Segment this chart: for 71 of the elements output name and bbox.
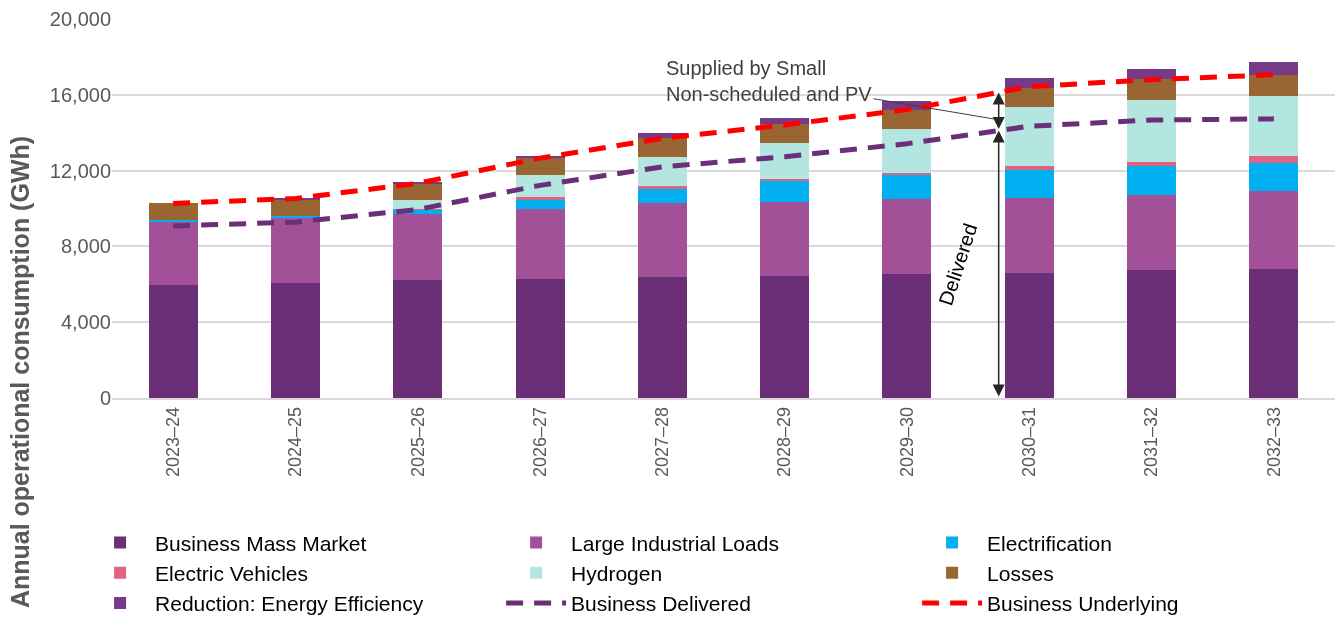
x-tick-label: 2025–26	[407, 406, 428, 478]
legend-label: Large Industrial Loads	[571, 531, 779, 555]
bar	[1127, 270, 1177, 398]
bar	[637, 203, 687, 278]
legend-label: Business Underlying	[987, 592, 1179, 616]
bar	[1127, 79, 1177, 101]
bar	[1127, 195, 1177, 271]
legend-label: Business Mass Market	[155, 531, 367, 555]
bar	[1249, 156, 1299, 163]
bar	[1249, 62, 1299, 75]
x-tick-label: 2028–29	[774, 406, 795, 478]
bar	[637, 277, 687, 398]
bar	[1004, 169, 1054, 198]
bar	[1127, 161, 1177, 166]
y-tick-label: 4,000	[60, 311, 111, 334]
bar	[760, 275, 810, 398]
bar	[1249, 162, 1299, 192]
bar	[1004, 272, 1054, 398]
bar	[270, 199, 320, 216]
bar	[760, 201, 810, 276]
bar	[637, 186, 687, 189]
legend-label: Electrification	[987, 531, 1112, 555]
bar	[393, 279, 443, 398]
legend-label: Electric Vehicles	[155, 561, 308, 585]
bar	[1249, 268, 1299, 398]
legend-label: Losses	[987, 561, 1054, 585]
bar	[1004, 197, 1054, 273]
x-tick-label: 2031–32	[1141, 406, 1162, 478]
bar	[760, 180, 810, 202]
y-tick-label: 0	[99, 387, 111, 409]
bar	[270, 217, 320, 283]
bar	[393, 214, 443, 280]
y-tick-label: 20,000	[49, 8, 111, 30]
x-tick-label: 2030–31	[1019, 406, 1040, 478]
y-tick-label: 8,000	[60, 235, 111, 258]
bar	[1127, 165, 1177, 196]
y-tick-label: 16,000	[49, 83, 111, 106]
bar	[637, 188, 687, 203]
bar	[1249, 74, 1299, 96]
x-tick-label: 2026–27	[529, 406, 550, 478]
bar	[882, 199, 932, 275]
x-tick-label: 2023–24	[163, 406, 183, 478]
bar	[882, 174, 932, 200]
bar	[515, 278, 565, 398]
bar	[148, 285, 198, 398]
x-tick-label: 2032–33	[1263, 406, 1284, 478]
annotation: Supplied by Small Non-scheduled and PV	[666, 57, 873, 105]
bar	[270, 282, 320, 398]
x-tick-label: 2027–28	[652, 406, 673, 478]
bar	[1127, 100, 1177, 162]
bar	[148, 221, 198, 286]
y-axis-title: Annual operational consumption (GWh)	[6, 135, 35, 609]
bar	[515, 197, 565, 200]
bar	[1249, 95, 1299, 157]
bar	[148, 203, 198, 221]
bar	[882, 274, 932, 398]
legend-label: Hydrogen	[571, 561, 663, 585]
y-tick-label: 12,000	[49, 159, 111, 182]
bar	[1004, 165, 1054, 170]
bar	[882, 109, 932, 130]
bar	[1004, 106, 1054, 166]
bar	[515, 199, 565, 210]
legend-label: Business Delivered	[571, 592, 751, 616]
x-tick-label: 2024–25	[285, 406, 306, 478]
bar	[760, 142, 810, 180]
legend-label: Reduction: Energy Efficiency	[155, 592, 424, 616]
bar	[1127, 69, 1177, 80]
bar	[882, 129, 932, 173]
bar	[1249, 191, 1299, 269]
bar	[515, 209, 565, 279]
x-tick-label: 2029–30	[896, 406, 917, 478]
